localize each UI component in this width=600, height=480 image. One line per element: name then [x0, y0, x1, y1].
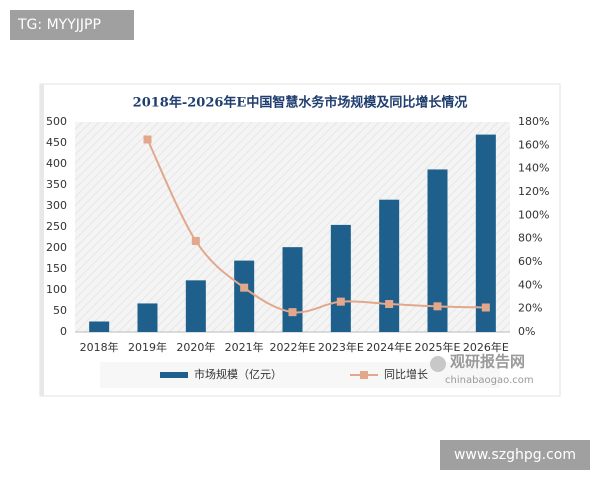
marker — [336, 297, 345, 306]
watermark-box — [10, 10, 134, 40]
y-tick-label: 200 — [46, 241, 67, 254]
x-tick-label: 2023年E — [318, 340, 364, 354]
y2-tick-label: 80% — [518, 232, 542, 245]
legend-swatch — [360, 371, 368, 379]
watermark: TG: MYYJJPP — [17, 17, 101, 33]
bar — [379, 199, 400, 332]
y2-tick-label: 40% — [518, 278, 542, 291]
x-tick-label: 2021年 — [225, 340, 264, 354]
y-tick-label: 50 — [53, 304, 67, 317]
y-tick-label: 250 — [46, 220, 67, 233]
x-tick-label: 2020年 — [176, 340, 215, 354]
marker — [481, 303, 490, 312]
y-tick-label: 350 — [46, 178, 67, 191]
x-tick-label: 2024年E — [366, 340, 412, 354]
watermark: www.szghpg.com — [454, 447, 576, 463]
x-tick-label: 2025年E — [415, 340, 461, 354]
y-tick-label: 100 — [46, 283, 67, 296]
y-tick-label: 500 — [46, 115, 67, 128]
marker — [240, 283, 249, 292]
watermark-box — [440, 440, 590, 470]
legend-label: 市场规模（亿元） — [194, 367, 282, 381]
marker — [191, 237, 200, 245]
y2-tick-label: 120% — [518, 185, 549, 198]
x-tick-label: 2026年E — [463, 340, 509, 354]
y2-tick-label: 100% — [518, 208, 549, 221]
bar — [137, 303, 158, 332]
logo-icon — [430, 356, 446, 372]
marker — [288, 308, 297, 317]
chart-title: 2018年-2026年E中国智慧水务市场规模及同比增长情况 — [133, 95, 468, 111]
marker — [385, 300, 394, 308]
legend-label: 同比增长 — [384, 367, 428, 381]
bar — [475, 134, 496, 332]
logo-url: chinabaogao.com — [445, 375, 534, 386]
marker — [433, 302, 442, 311]
bar — [185, 280, 206, 332]
y-tick-label: 0 — [60, 325, 67, 338]
bar — [234, 260, 255, 332]
bar — [427, 169, 448, 332]
y2-tick-label: 60% — [518, 255, 542, 268]
y-tick-label: 450 — [46, 136, 67, 149]
y-tick-label: 150 — [46, 262, 67, 275]
bar — [282, 247, 303, 332]
logo: 观研报告网 — [450, 353, 525, 371]
y2-tick-label: 140% — [518, 162, 549, 175]
y2-tick-label: 0% — [518, 325, 535, 338]
x-tick-label: 2018年 — [80, 340, 119, 354]
y2-tick-label: 20% — [518, 302, 542, 315]
legend-swatch — [160, 372, 188, 378]
bar — [330, 224, 351, 332]
x-tick-label: 2022年E — [270, 340, 316, 354]
bar — [89, 321, 110, 332]
marker — [143, 135, 152, 144]
y2-tick-label: 160% — [518, 138, 549, 151]
x-tick-label: 2019年 — [128, 340, 167, 354]
y2-tick-label: 180% — [518, 115, 549, 128]
panel-edge — [40, 84, 44, 396]
y-tick-label: 300 — [46, 199, 67, 212]
y-tick-label: 400 — [46, 157, 67, 170]
